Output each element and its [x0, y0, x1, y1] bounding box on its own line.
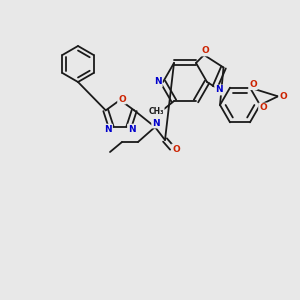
Text: N: N	[152, 118, 160, 127]
Text: O: O	[172, 145, 180, 154]
Text: O: O	[279, 92, 287, 101]
Text: N: N	[215, 85, 223, 94]
Text: O: O	[259, 103, 267, 112]
Text: O: O	[118, 94, 126, 103]
Text: CH₃: CH₃	[148, 106, 164, 116]
Text: N: N	[104, 124, 112, 134]
Text: O: O	[201, 46, 209, 56]
Text: O: O	[249, 80, 257, 89]
Text: N: N	[128, 124, 136, 134]
Text: N: N	[154, 77, 162, 86]
